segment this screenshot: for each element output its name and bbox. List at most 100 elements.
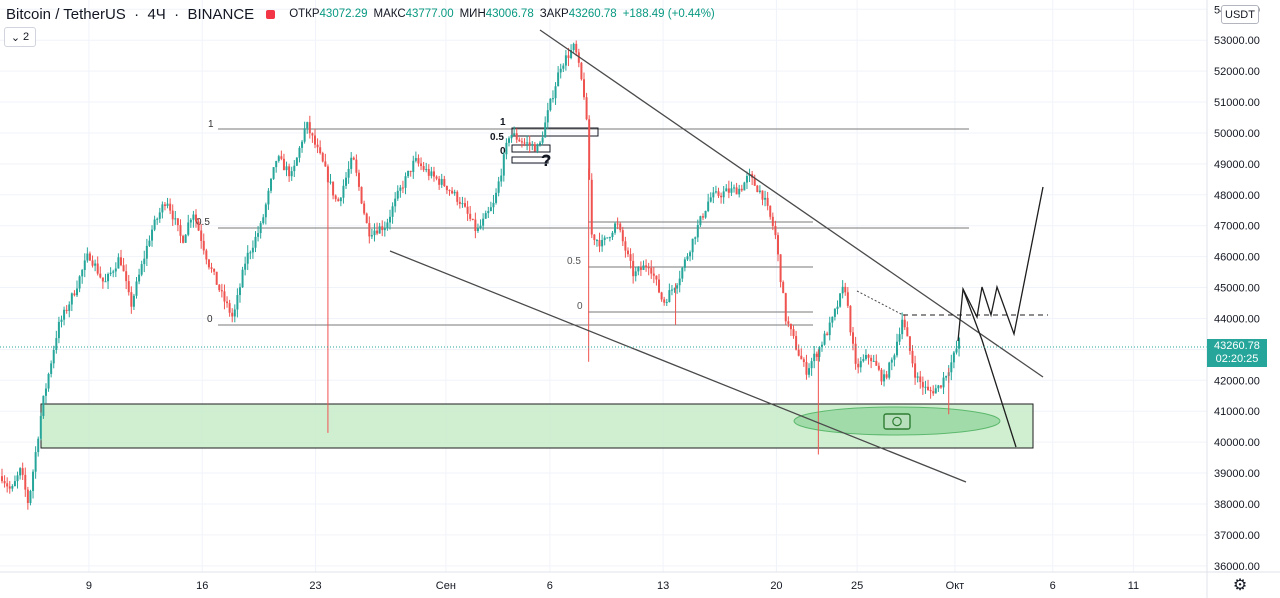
candle-body	[593, 234, 596, 241]
candle-body	[520, 141, 523, 143]
time-tick-label: 6	[547, 580, 553, 592]
candle-body	[764, 197, 767, 200]
high-label: МАКС	[373, 8, 406, 20]
candle-body	[39, 415, 42, 439]
candle-body	[492, 202, 495, 208]
candle-body	[13, 481, 16, 487]
candle-body	[127, 281, 130, 293]
symbol-title[interactable]: Bitcoin / TetherUS · 4Ч · BINANCE	[6, 6, 254, 23]
candle-body	[11, 486, 14, 489]
candle-body	[207, 259, 210, 268]
currency-button[interactable]: USDT	[1221, 5, 1259, 24]
candle-body	[119, 257, 122, 266]
candle-body	[761, 190, 764, 200]
candle-body	[603, 237, 606, 240]
candle-body	[898, 334, 901, 342]
candle-body	[352, 157, 355, 160]
candle-body	[391, 206, 394, 217]
candle-body	[934, 388, 937, 394]
candle-body	[714, 191, 717, 193]
candle-body	[282, 158, 285, 171]
candle-body	[673, 288, 676, 290]
indicator-count: 2	[23, 31, 30, 43]
candle-body	[598, 240, 601, 247]
candle-body	[171, 210, 174, 220]
candle-body	[919, 376, 922, 383]
candle-body	[696, 225, 699, 238]
candle-body	[270, 178, 273, 191]
candle-body	[210, 267, 213, 269]
price-tick-label: 40000.00	[1214, 437, 1260, 449]
candle-body	[34, 452, 37, 472]
indicators-toggle-button[interactable]: ⌄ 2	[4, 27, 36, 47]
candle-body	[890, 359, 893, 363]
projection-down	[962, 288, 1017, 448]
candle-body	[652, 273, 655, 276]
question-mark: ?	[541, 151, 551, 170]
candle-body	[802, 359, 805, 363]
candle-body	[663, 299, 666, 303]
candle-body	[784, 293, 787, 322]
candle-body	[295, 157, 298, 166]
candle-body	[872, 360, 875, 362]
candle-body	[241, 269, 244, 288]
candle-body	[580, 62, 583, 80]
time-tick-label: 16	[196, 580, 208, 592]
candle-body	[432, 171, 435, 177]
candle-body	[166, 203, 169, 206]
candle-body	[81, 270, 84, 277]
candle-body	[500, 175, 503, 182]
candle-body	[339, 197, 342, 202]
candle-body	[254, 236, 257, 248]
candle-body	[298, 147, 301, 158]
candle-body	[6, 483, 9, 487]
candle-body	[833, 309, 836, 317]
candle-body	[226, 301, 229, 304]
candle-body	[766, 197, 769, 206]
price-tick-label: 53000.00	[1214, 35, 1260, 47]
candle-body	[709, 197, 712, 202]
candle-body	[26, 489, 29, 503]
candle-body	[215, 271, 218, 285]
candle-body	[681, 267, 684, 279]
candle-body	[389, 216, 391, 223]
candle-body	[528, 142, 531, 146]
candle-body	[91, 260, 94, 266]
price-tick-label: 48000.00	[1214, 190, 1260, 202]
candle-body	[262, 217, 265, 224]
candle-body	[156, 218, 159, 220]
candle-body	[526, 142, 529, 144]
candle-body	[223, 291, 226, 302]
candle-body	[345, 177, 348, 186]
candle-body	[471, 218, 474, 220]
candle-body	[404, 176, 407, 188]
candle-body	[533, 144, 536, 152]
last-price-value: 43260.78	[1214, 340, 1260, 352]
candle-body	[929, 390, 932, 392]
candle-body	[249, 252, 252, 254]
candle-body	[554, 86, 557, 99]
candle-body	[722, 191, 725, 198]
symbol-sep: ·	[169, 5, 184, 23]
candle-body	[683, 259, 686, 268]
candle-body	[453, 191, 456, 194]
candle-body	[422, 166, 425, 170]
candle-body	[246, 252, 249, 264]
candle-body	[805, 362, 808, 375]
candle-body	[601, 239, 604, 247]
candle-body	[192, 214, 195, 220]
candle-body	[859, 361, 862, 368]
candle-body	[233, 309, 236, 317]
gear-icon[interactable]: ⚙	[1232, 577, 1248, 594]
candle-body	[515, 133, 518, 140]
candle-body	[921, 382, 924, 388]
candle-body	[616, 223, 619, 225]
candle-body	[104, 281, 107, 283]
time-tick-label: 9	[86, 580, 92, 592]
candle-body	[174, 218, 177, 220]
candle-body	[958, 338, 961, 349]
fib-label: 1	[500, 117, 506, 128]
candle-body	[161, 204, 164, 213]
